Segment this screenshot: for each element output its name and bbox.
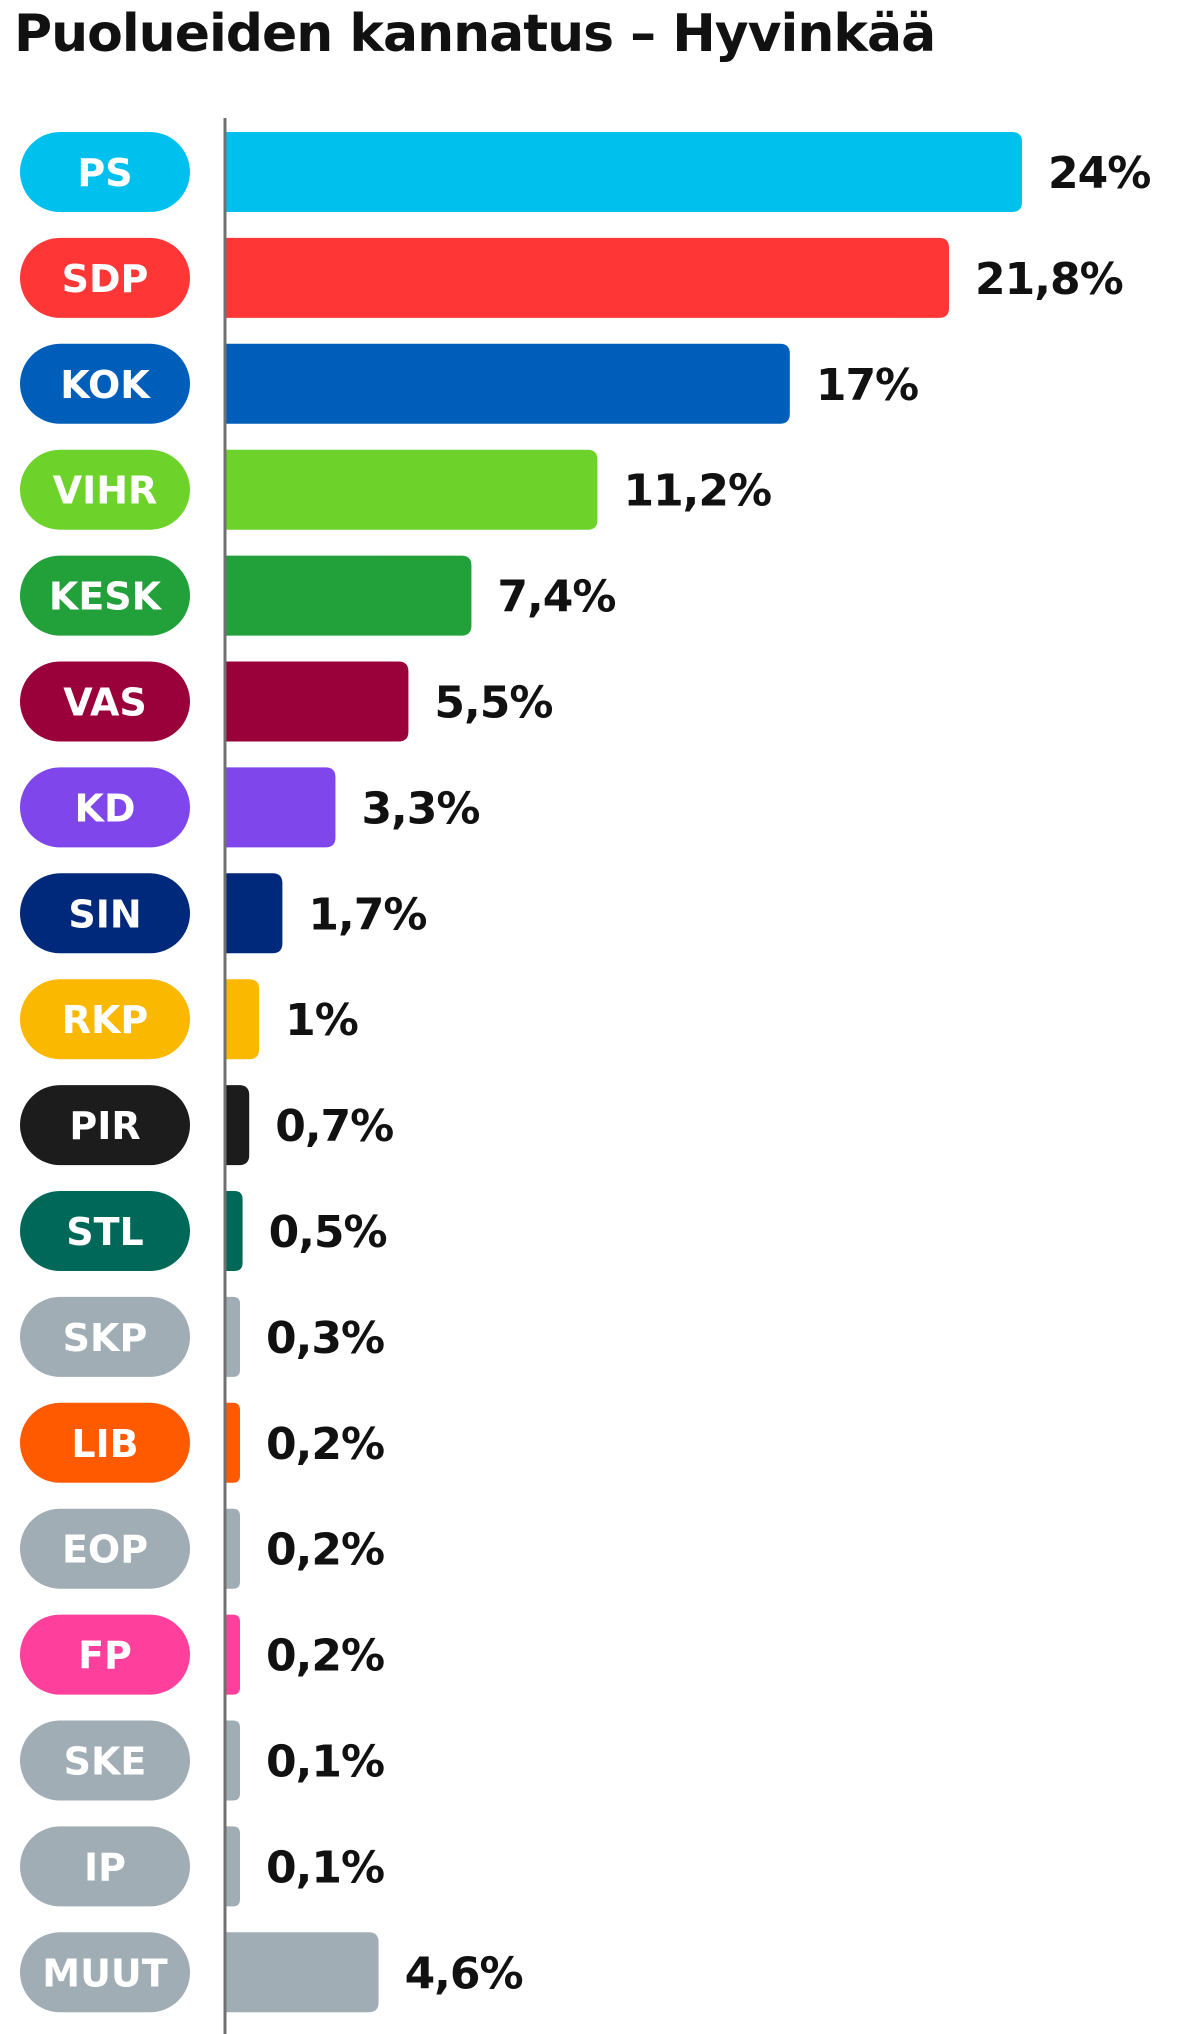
bar-eop [226, 1508, 240, 1589]
bar-sdp [226, 237, 950, 318]
party-label: SKP [63, 1316, 148, 1360]
bar-kok [226, 343, 790, 424]
bar-ip [226, 1826, 240, 1907]
party-pill-ske [20, 1720, 190, 1801]
bar-stl [226, 1191, 243, 1271]
bar-vas [226, 661, 409, 742]
bar-pir [226, 1085, 250, 1166]
value-label: 0,1% [266, 1842, 384, 1893]
value-label: 3,3% [361, 783, 479, 834]
party-pill-kesk [20, 555, 190, 636]
bar-sin [226, 873, 283, 954]
value-label: 0,1% [266, 1737, 384, 1788]
bar-vihr [226, 449, 598, 530]
party-pill-sdp [20, 237, 190, 318]
party-label: SDP [62, 257, 149, 301]
party-label: KD [75, 786, 136, 830]
value-label: 1,7% [308, 889, 426, 940]
party-label: FP [78, 1634, 132, 1678]
party-pill-sin [20, 873, 190, 954]
bar-ske [226, 1720, 240, 1801]
value-label: 0,3% [266, 1313, 384, 1364]
bar-rkp [226, 979, 260, 1060]
party-label: VIHR [53, 469, 158, 513]
party-label: RKP [62, 998, 149, 1042]
bar-lib [226, 1402, 240, 1483]
party-pill-lib [20, 1402, 190, 1483]
party-label: PIR [69, 1104, 140, 1148]
bar-kesk [226, 555, 472, 636]
bar-skp [226, 1296, 240, 1377]
chart-title: Puolueiden kannatus – Hyvinkää [14, 4, 936, 64]
bar-kd [226, 767, 336, 848]
party-label: IP [84, 1845, 126, 1889]
bar-muut [226, 1932, 379, 2013]
party-label: STL [66, 1210, 144, 1254]
party-pill-ip [20, 1826, 190, 1907]
value-label: 24% [1048, 148, 1150, 199]
bar-fp [226, 1614, 240, 1695]
party-pill-muut [20, 1932, 190, 2013]
party-pill-stl [20, 1191, 190, 1271]
value-label: 0,2% [266, 1631, 384, 1682]
party-pill-kd [20, 767, 190, 848]
party-pill-kok [20, 343, 190, 424]
value-label: 7,4% [497, 572, 615, 623]
value-label: 0,2% [266, 1419, 384, 1470]
value-label: 11,2% [623, 466, 771, 517]
party-pill-vas [20, 661, 190, 742]
value-label: 1% [285, 995, 358, 1046]
party-label: MUUT [42, 1951, 168, 1995]
value-label: 4,6% [405, 1948, 523, 1999]
party-label: VAS [63, 681, 147, 725]
party-label: EOP [62, 1528, 148, 1572]
party-pill-pir [20, 1085, 190, 1166]
value-label: 5,5% [434, 678, 552, 729]
value-label: 0,7% [275, 1101, 393, 1152]
bar-ps [226, 132, 1022, 212]
party-label: LIB [71, 1422, 138, 1466]
party-pill-skp [20, 1296, 190, 1377]
party-pill-rkp [20, 979, 190, 1060]
party-label: PS [77, 151, 132, 195]
party-pill-ps [20, 132, 190, 212]
party-pill-eop [20, 1508, 190, 1589]
party-label: KOK [60, 363, 151, 407]
party-pill-fp [20, 1614, 190, 1695]
value-label: 17% [816, 360, 918, 411]
value-label: 21,8% [975, 254, 1123, 305]
party-label: KESK [49, 575, 163, 619]
value-label: 0,5% [269, 1207, 387, 1258]
party-pill-vihr [20, 449, 190, 530]
party-label: SIN [68, 892, 141, 936]
value-label: 0,2% [266, 1525, 384, 1576]
party-label: SKE [64, 1740, 147, 1784]
